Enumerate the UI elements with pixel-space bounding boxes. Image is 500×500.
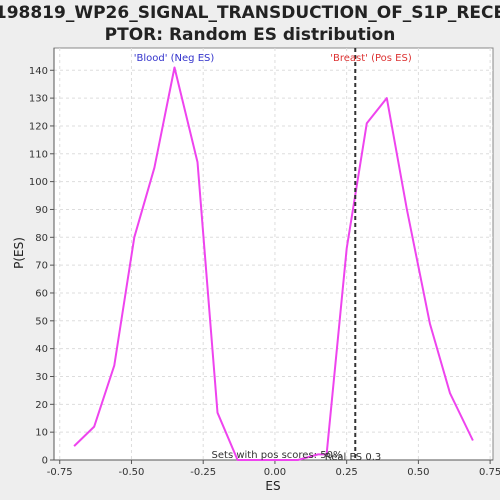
y-tick-label: 20	[35, 400, 48, 411]
y-tick-label: 70	[35, 261, 48, 272]
y-tick-label: 90	[35, 205, 48, 216]
series-es-distribution	[73, 48, 474, 461]
y-tick-label: 130	[29, 94, 48, 105]
chart-title-line-1: 198819_WP26_SIGNAL_TRANSDUCTION_OF_S1P_R…	[0, 3, 500, 23]
grid-lines	[54, 48, 493, 461]
x-tick-label: -0.50	[119, 467, 145, 478]
annotations: 'Blood' (Neg ES) 'Breast' (Pos ES) Sets …	[134, 53, 412, 463]
x-axis-label: ES	[265, 479, 280, 493]
sets-pos-scores-label: Sets with pos scores: 50%	[212, 450, 343, 461]
series-line	[73, 66, 474, 461]
x-tick-label: -0.25	[190, 467, 216, 478]
y-tick-label: 120	[29, 121, 48, 132]
y-tick-label: 30	[35, 372, 48, 383]
y-tick-label: 100	[29, 177, 48, 188]
y-tick-label: 60	[35, 288, 48, 299]
y-axis-label: P(ES)	[12, 237, 26, 269]
x-tick-label: 0.00	[264, 467, 286, 478]
x-tick-label: 0.25	[336, 467, 358, 478]
x-tick-label: 0.75	[479, 467, 500, 478]
plot-area	[53, 47, 494, 461]
axes: 0 10 20 30 40 50 60 70 80 90 100 110 120 130 140 -0.75 -…	[29, 48, 500, 478]
y-tick-label: 10	[35, 428, 48, 439]
pos-es-label: 'Breast' (Pos ES)	[330, 53, 412, 64]
x-tick-label: 0.50	[407, 467, 429, 478]
chart-title-line-2: PTOR: Random ES distribution	[105, 25, 396, 45]
y-tick-label: 80	[35, 233, 48, 244]
y-tick-label: 40	[35, 344, 48, 355]
y-tick-label: 110	[29, 149, 48, 160]
y-tick-label: 50	[35, 316, 48, 327]
real-es-label: Real ES 0.3	[325, 452, 381, 463]
x-tick-label: -0.75	[47, 467, 73, 478]
neg-es-label: 'Blood' (Neg ES)	[134, 53, 215, 64]
y-tick-label: 140	[29, 66, 48, 77]
y-tick-label: 0	[42, 456, 48, 467]
